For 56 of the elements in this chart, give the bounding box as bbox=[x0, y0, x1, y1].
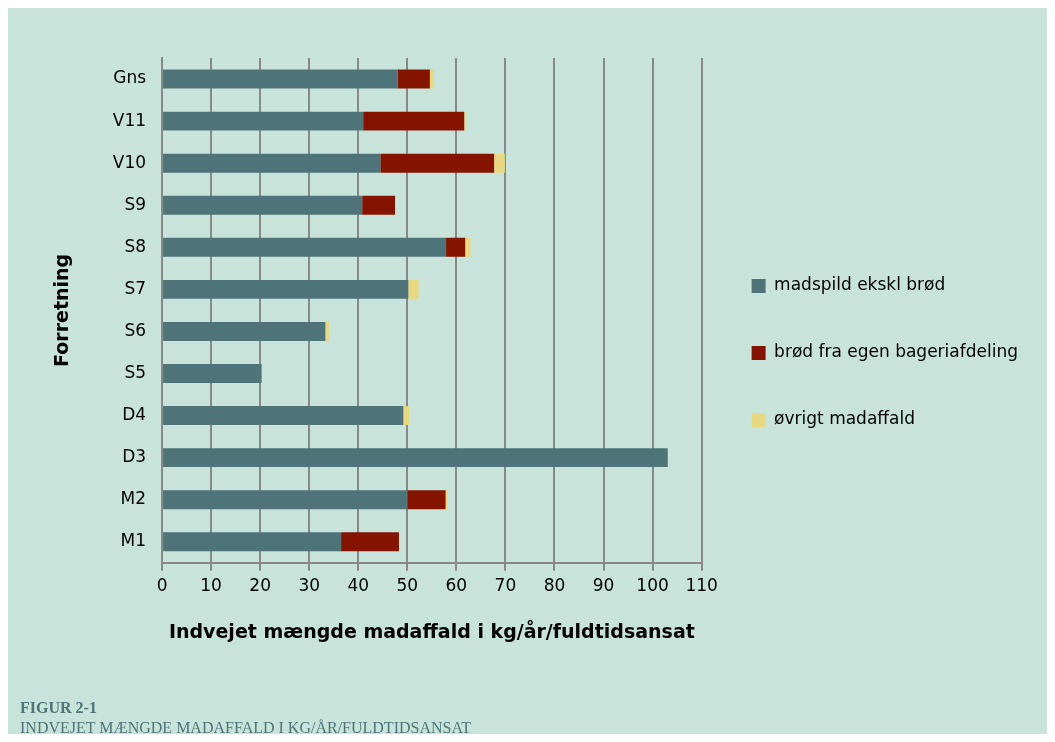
x-tick-label: 50 bbox=[396, 575, 419, 596]
y-tick-label: S8 bbox=[124, 235, 147, 256]
bar bbox=[163, 111, 364, 131]
bar bbox=[163, 490, 408, 510]
bar bbox=[163, 448, 668, 468]
x-tick-label: 0 bbox=[156, 575, 168, 596]
y-tick-label: M2 bbox=[120, 488, 147, 509]
bar bbox=[163, 532, 342, 552]
text: FIGUR 2-1 bbox=[20, 698, 98, 718]
bar bbox=[362, 195, 396, 215]
y-tick-label: D3 bbox=[122, 446, 147, 467]
y-tick-label: S6 bbox=[124, 319, 147, 340]
x-tick-label: 80 bbox=[543, 575, 566, 596]
bar bbox=[397, 69, 430, 89]
x-tick-label: 20 bbox=[249, 575, 271, 596]
bar bbox=[407, 490, 446, 510]
legend-label: brød fra egen bageriafdeling bbox=[774, 341, 1019, 362]
legend-label: madspild ekskl brød bbox=[774, 274, 946, 295]
y-axis-title: Forretning bbox=[50, 253, 73, 367]
bar bbox=[163, 279, 409, 299]
y-tick-label: S9 bbox=[124, 193, 147, 214]
bar bbox=[163, 321, 326, 341]
x-axis-title: Indvejet mængde madaffald i kg/år/fuldtidsansat bbox=[168, 618, 695, 642]
y-tick-label: Gns bbox=[113, 67, 147, 88]
x-tick-label: 30 bbox=[298, 575, 321, 596]
x-tick-label: 40 bbox=[347, 575, 370, 596]
bar bbox=[363, 111, 465, 131]
bar bbox=[429, 69, 434, 89]
bar bbox=[163, 364, 262, 383]
y-tick-label: V10 bbox=[112, 151, 147, 172]
bar bbox=[380, 153, 495, 173]
bar bbox=[163, 237, 447, 257]
bar bbox=[446, 237, 466, 257]
bar bbox=[163, 195, 363, 215]
legend-label: øvrigt madaffald bbox=[774, 408, 915, 429]
x-tick-label: 60 bbox=[445, 575, 468, 596]
bar bbox=[163, 69, 398, 89]
x-tick-label: 70 bbox=[494, 575, 517, 596]
bar bbox=[408, 279, 419, 299]
y-tick-label: D4 bbox=[122, 403, 147, 424]
bar bbox=[163, 406, 404, 426]
x-tick-label: 100 bbox=[636, 575, 669, 596]
x-tick-label: 10 bbox=[200, 575, 222, 596]
bar bbox=[325, 321, 329, 341]
bar bbox=[494, 153, 505, 173]
bar bbox=[341, 532, 399, 552]
bar bbox=[163, 153, 381, 173]
y-tick-label: M1 bbox=[120, 530, 147, 551]
y-tick-label: V11 bbox=[112, 109, 147, 130]
x-tick-label: 90 bbox=[592, 575, 615, 596]
bar bbox=[465, 237, 471, 257]
bar bbox=[403, 406, 410, 426]
y-tick-label: S7 bbox=[124, 277, 147, 298]
text: INDVEJET MÆNGDE MADAFFALD I KG/ÅR/FULDTIDSANSAT bbox=[20, 718, 471, 738]
y-tick-label: S5 bbox=[124, 361, 147, 382]
x-tick-label: 110 bbox=[685, 575, 718, 596]
